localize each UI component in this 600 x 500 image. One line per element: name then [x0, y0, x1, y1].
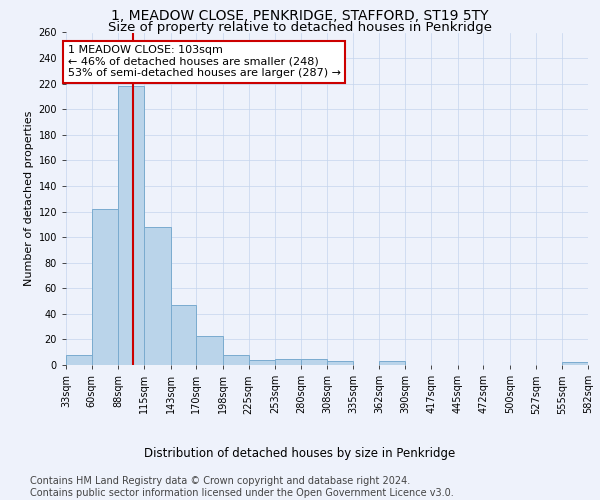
- Bar: [562, 362, 588, 365]
- Bar: [144, 227, 170, 365]
- Bar: [66, 355, 92, 365]
- Text: Distribution of detached houses by size in Penkridge: Distribution of detached houses by size …: [145, 448, 455, 460]
- Bar: [223, 355, 248, 365]
- Bar: [301, 358, 328, 365]
- Bar: [248, 360, 275, 365]
- Bar: [118, 86, 144, 365]
- Bar: [170, 305, 196, 365]
- Bar: [328, 361, 353, 365]
- Bar: [196, 336, 223, 365]
- Bar: [275, 358, 301, 365]
- Y-axis label: Number of detached properties: Number of detached properties: [24, 111, 34, 286]
- Text: 1, MEADOW CLOSE, PENKRIDGE, STAFFORD, ST19 5TY: 1, MEADOW CLOSE, PENKRIDGE, STAFFORD, ST…: [111, 9, 489, 23]
- Text: 1 MEADOW CLOSE: 103sqm
← 46% of detached houses are smaller (248)
53% of semi-de: 1 MEADOW CLOSE: 103sqm ← 46% of detached…: [68, 46, 341, 78]
- Bar: [379, 361, 406, 365]
- Bar: [92, 209, 118, 365]
- Text: Contains HM Land Registry data © Crown copyright and database right 2024.
Contai: Contains HM Land Registry data © Crown c…: [30, 476, 454, 498]
- Text: Size of property relative to detached houses in Penkridge: Size of property relative to detached ho…: [108, 21, 492, 34]
